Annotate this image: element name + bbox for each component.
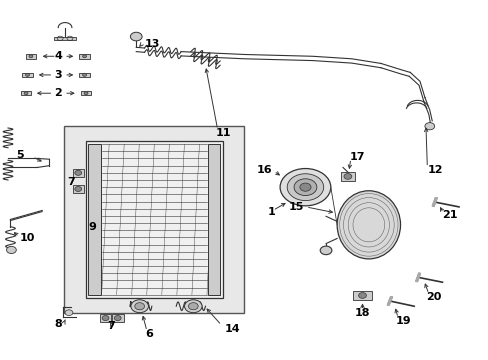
Circle shape — [293, 179, 316, 195]
Circle shape — [286, 174, 323, 201]
Circle shape — [135, 303, 144, 310]
Circle shape — [102, 316, 109, 320]
Circle shape — [188, 303, 198, 310]
Polygon shape — [415, 273, 420, 282]
Circle shape — [6, 246, 16, 253]
Text: 19: 19 — [395, 316, 410, 325]
Text: 7: 7 — [67, 177, 75, 187]
Text: 10: 10 — [19, 233, 35, 243]
Text: 12: 12 — [427, 165, 442, 175]
Circle shape — [75, 186, 81, 192]
Polygon shape — [431, 198, 436, 206]
Text: 20: 20 — [425, 292, 440, 302]
Text: 11: 11 — [215, 129, 230, 138]
Bar — [54, 37, 76, 40]
Text: 2: 2 — [54, 88, 62, 98]
Text: 5: 5 — [17, 150, 24, 160]
Text: 3: 3 — [54, 70, 62, 80]
Circle shape — [299, 183, 310, 191]
Circle shape — [114, 316, 121, 320]
Bar — [22, 73, 33, 77]
Circle shape — [364, 221, 373, 228]
Bar — [100, 314, 111, 322]
Text: 9: 9 — [88, 222, 96, 232]
Bar — [88, 144, 101, 295]
Text: 14: 14 — [224, 324, 240, 334]
Text: 7: 7 — [107, 321, 115, 330]
Circle shape — [25, 73, 29, 76]
Circle shape — [280, 168, 330, 206]
Text: 8: 8 — [54, 319, 62, 329]
Text: 1: 1 — [267, 207, 275, 217]
Polygon shape — [386, 297, 391, 305]
Circle shape — [424, 123, 434, 130]
Circle shape — [65, 310, 73, 316]
Text: 6: 6 — [145, 329, 153, 339]
Circle shape — [320, 246, 331, 255]
Bar — [86, 140, 222, 298]
Circle shape — [82, 55, 86, 58]
Circle shape — [358, 293, 366, 298]
Bar — [352, 291, 371, 300]
Text: 4: 4 — [54, 51, 62, 61]
Bar — [112, 314, 123, 322]
Circle shape — [184, 300, 202, 313]
Text: 21: 21 — [441, 210, 457, 220]
Text: 13: 13 — [144, 40, 160, 49]
Bar — [79, 54, 90, 59]
Bar — [207, 144, 220, 295]
Bar — [73, 185, 83, 193]
Circle shape — [75, 170, 81, 175]
Text: 15: 15 — [288, 202, 304, 212]
Text: 18: 18 — [354, 308, 369, 318]
Circle shape — [130, 32, 142, 41]
Text: 16: 16 — [257, 165, 272, 175]
Bar — [25, 54, 36, 59]
Circle shape — [131, 300, 148, 313]
Bar — [79, 73, 90, 77]
Circle shape — [84, 92, 88, 95]
Circle shape — [343, 174, 351, 179]
Circle shape — [29, 55, 33, 58]
Bar — [21, 91, 31, 95]
Bar — [73, 168, 83, 177]
Circle shape — [24, 92, 28, 95]
Bar — [340, 172, 354, 181]
Text: 17: 17 — [348, 152, 364, 162]
Circle shape — [82, 73, 86, 76]
Bar — [64, 126, 244, 313]
Bar — [81, 91, 91, 95]
Ellipse shape — [336, 191, 400, 259]
